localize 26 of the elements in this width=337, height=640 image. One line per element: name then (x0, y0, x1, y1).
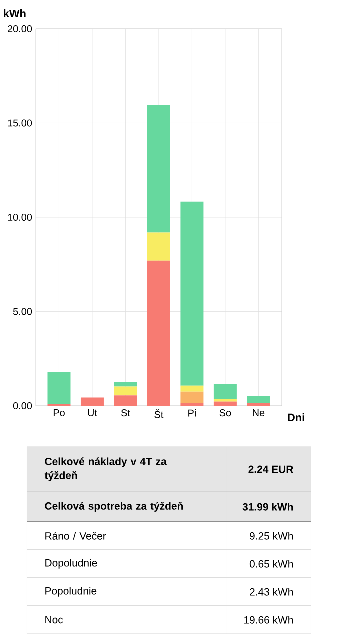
text: 19.66 kWh (244, 616, 293, 624)
text: Popoludnie (46, 587, 97, 597)
x-tick-label: Ut (88, 410, 98, 416)
text: Celková spotreba za týždeň (45, 502, 183, 512)
x-tick-label: Pi (188, 410, 196, 417)
x-tick-label: Št (154, 410, 164, 418)
y-axis-title: kWh (4, 10, 26, 18)
text: Noc (46, 616, 63, 624)
text: 9.25 kWh (250, 532, 293, 540)
x-tick-label: Ne (253, 410, 264, 416)
text: Ráno / Večer (46, 532, 106, 540)
text: 2.24 EUR (248, 466, 294, 474)
text: 0.65 kWh (250, 560, 293, 568)
y-tick-label: 20.00 (8, 25, 32, 33)
text: 31.99 kWh (242, 503, 293, 511)
y-tick-label: 5.00 (13, 308, 32, 316)
x-tick-label: Po (54, 410, 65, 416)
y-tick-label: 15.00 (8, 120, 32, 127)
text: Dopoludnie (46, 559, 98, 569)
x-tick-label: So (220, 410, 232, 417)
x-axis-title: Dni (288, 414, 304, 422)
y-tick-label: 10.00 (8, 214, 32, 222)
text: Celkové náklady v 4T za týždeň (44, 458, 167, 482)
x-tick-label: St (121, 410, 130, 417)
text: 2.43 kWh (250, 588, 293, 596)
y-tick-label: 0.00 (13, 402, 32, 410)
